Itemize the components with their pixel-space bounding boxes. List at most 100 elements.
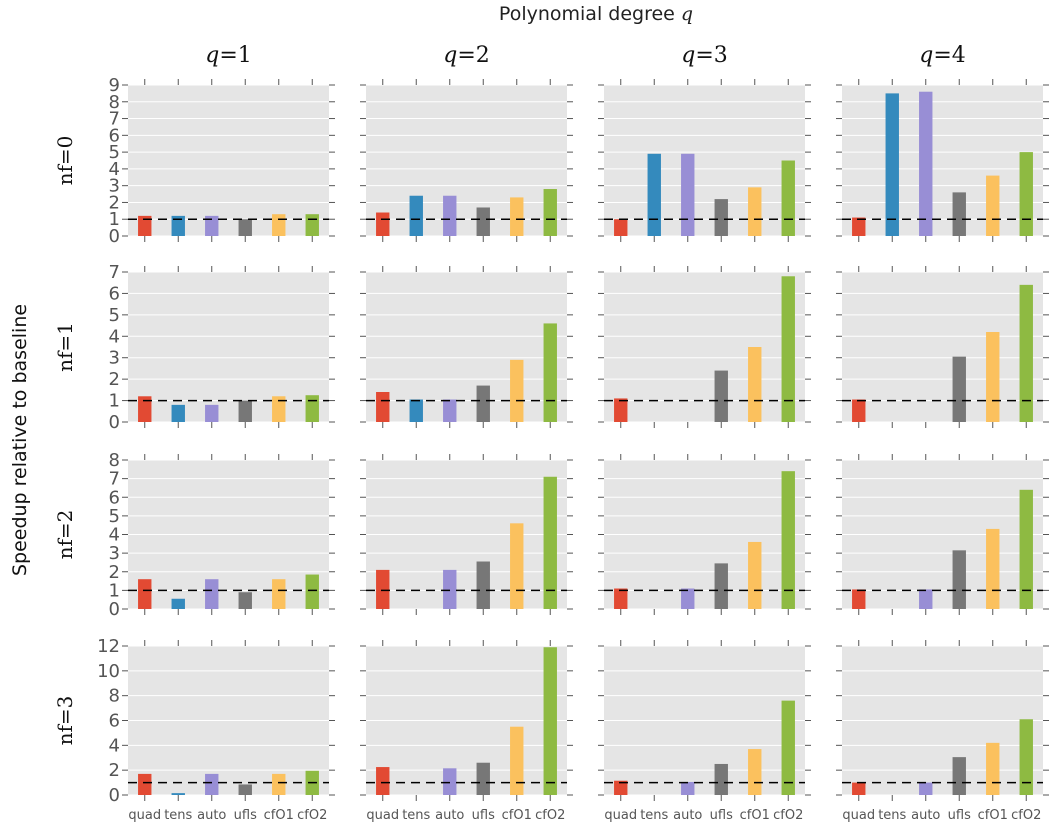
bar-quad <box>376 767 390 795</box>
bar-tens <box>409 195 423 236</box>
bar-ufls <box>952 192 966 236</box>
bar-cfO2 <box>543 189 557 236</box>
plot-area <box>842 85 1043 236</box>
column-title: q=3 <box>681 43 728 68</box>
bar-quad <box>138 215 152 236</box>
plot-area <box>128 85 329 236</box>
column-title-equals: = <box>933 43 951 68</box>
bar-cfO1 <box>748 749 762 795</box>
bar-quad <box>138 773 152 795</box>
bar-ufls <box>238 784 252 795</box>
x-tick-label: cfO2 <box>535 808 565 823</box>
bar-auto <box>681 781 695 795</box>
subplot <box>598 266 811 428</box>
y-tick-label: 0 <box>109 599 120 620</box>
column-title: q=4 <box>919 43 966 68</box>
bar-ufls <box>952 356 966 422</box>
subplot <box>598 79 811 242</box>
column-title-variable: q <box>205 43 219 68</box>
bar-ufls <box>714 370 728 422</box>
y-tick-label: 10 <box>97 661 120 682</box>
column-title: q=2 <box>443 43 490 68</box>
row-label-value: 2 <box>53 510 77 523</box>
y-tick-label: 5 <box>109 305 120 326</box>
y-tick-label: 0 <box>109 412 120 433</box>
x-tick-label: auto <box>911 808 940 823</box>
column-title-value: 2 <box>476 43 490 68</box>
column-title-equals: = <box>695 43 713 68</box>
bar-cfO2 <box>543 476 557 609</box>
bar-cfO1 <box>986 742 1000 795</box>
plot-area <box>128 272 329 422</box>
bar-tens <box>409 399 423 422</box>
bar-cfO2 <box>781 160 795 236</box>
bar-tens <box>171 793 185 795</box>
subplot <box>836 266 1049 428</box>
row-label-variable: nf <box>53 350 77 372</box>
y-tick-label: 0 <box>109 785 120 806</box>
bar-cfO1 <box>272 773 286 795</box>
x-tick-label: ufls <box>472 808 495 823</box>
bar-auto <box>681 153 695 236</box>
y-tick-label: 4 <box>109 735 120 756</box>
bar-cfO1 <box>510 726 524 795</box>
row-label-equals: = <box>53 708 77 725</box>
subplot <box>598 454 811 615</box>
bar-ufls <box>476 561 490 609</box>
y-tick-label: 0 <box>109 226 120 247</box>
bar-cfO1 <box>510 359 524 422</box>
column-title-variable: q <box>919 43 933 68</box>
row-label-equals: = <box>53 335 77 352</box>
row-label: nf=1 <box>53 322 77 372</box>
bar-ufls <box>238 592 252 609</box>
column-title-equals: = <box>219 43 237 68</box>
y-tick-label: 2 <box>109 369 120 390</box>
y-tick-label: 6 <box>109 711 120 732</box>
row-label-equals: = <box>53 148 77 165</box>
column-title-equals: = <box>457 43 475 68</box>
bar-ufls <box>952 757 966 795</box>
bar-tens <box>885 93 899 236</box>
x-tick-label: cfO1 <box>264 808 294 823</box>
bar-cfO1 <box>748 187 762 236</box>
bar-cfO1 <box>272 214 286 236</box>
column-title-variable: q <box>443 43 457 68</box>
panel-grid: q=1 q=2 q=3 q=4nf=00123456789nf=101234567nf… <box>53 43 1049 823</box>
x-tick-label: cfO2 <box>773 808 803 823</box>
y-tick-label: 12 <box>97 636 120 657</box>
x-tick-label: auto <box>197 808 226 823</box>
plot-area <box>366 272 567 422</box>
x-tick-label: ufls <box>710 808 733 823</box>
bar-cfO2 <box>1019 152 1033 236</box>
y-tick-label: 3 <box>109 176 120 197</box>
bar-cfO1 <box>272 579 286 609</box>
y-tick-label: 5 <box>109 142 120 163</box>
y-tick-label: 6 <box>109 283 120 304</box>
bar-ufls <box>714 763 728 795</box>
bar-cfO1 <box>986 175 1000 236</box>
bar-ufls <box>238 219 252 236</box>
row-label: nf=3 <box>53 696 77 746</box>
y-tick-label: 7 <box>109 109 120 130</box>
bar-ufls <box>952 550 966 609</box>
bar-cfO1 <box>510 523 524 609</box>
bar-cfO2 <box>305 395 319 422</box>
bar-cfO2 <box>543 647 557 795</box>
bar-cfO1 <box>272 396 286 422</box>
y-tick-label: 6 <box>109 125 120 146</box>
row-label-equals: = <box>53 522 77 539</box>
x-tick-label: cfO2 <box>1011 808 1041 823</box>
bar-tens <box>171 598 185 609</box>
x-tick-label: quad <box>842 808 875 823</box>
bar-auto <box>919 91 933 236</box>
row-label-value: 0 <box>53 136 77 149</box>
x-tick-label: ufls <box>234 808 257 823</box>
column-title-value: 1 <box>238 43 252 68</box>
figure-suptitle: Polynomial degree q <box>499 3 693 25</box>
bar-auto <box>443 768 457 795</box>
bar-cfO2 <box>781 700 795 795</box>
plot-area <box>604 85 805 236</box>
bar-quad <box>138 396 152 422</box>
bar-ufls <box>476 207 490 236</box>
